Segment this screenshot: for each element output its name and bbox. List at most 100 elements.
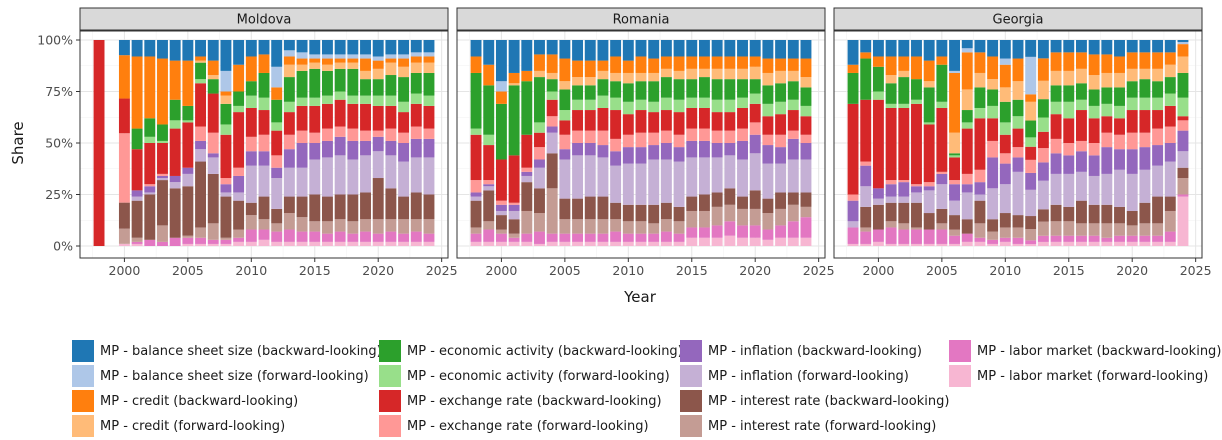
bar-segment	[787, 221, 799, 238]
bar-segment	[1063, 241, 1075, 246]
bar-segment	[648, 101, 660, 113]
bar-segment	[597, 196, 609, 220]
bar-segment	[635, 233, 647, 242]
bar-segment	[898, 103, 910, 108]
bar-segment	[711, 192, 723, 207]
bar-segment	[398, 112, 410, 133]
bar-segment	[321, 241, 333, 246]
stacked-bar	[711, 40, 723, 246]
bar-segment	[949, 243, 961, 246]
bar-segment	[131, 200, 143, 238]
bar-segment	[245, 40, 257, 57]
bar-segment	[1050, 204, 1062, 222]
bar-segment	[584, 196, 596, 220]
bar-segment	[207, 223, 219, 240]
bar-segment	[546, 116, 558, 127]
bar-segment	[1025, 137, 1037, 147]
bar-segment	[949, 157, 961, 181]
bar-segment	[974, 52, 986, 73]
bar-segment	[1114, 87, 1125, 106]
bar-segment	[885, 56, 897, 76]
bar-segment	[195, 161, 207, 228]
bar-segment	[296, 241, 308, 246]
bar-segment	[572, 110, 584, 131]
bar-segment	[572, 99, 584, 111]
bar-segment	[534, 70, 545, 78]
stacked-bar	[360, 40, 371, 246]
bar-segment	[622, 40, 634, 61]
legend-swatch	[72, 390, 94, 412]
bar-segment	[686, 196, 698, 211]
bar-segment	[749, 66, 761, 80]
bar-segment	[1101, 147, 1113, 174]
bar-segment	[1139, 241, 1151, 246]
x-tick-label: 2025	[803, 263, 835, 278]
bar-segment	[787, 204, 799, 222]
bar-segment	[673, 40, 685, 57]
bar-segment	[673, 221, 685, 234]
bar-segment	[749, 56, 761, 67]
bar-segment	[423, 62, 435, 73]
bar-segment	[987, 188, 999, 220]
bar-segment	[169, 128, 181, 176]
facet-strip	[79, 7, 449, 31]
stacked-bar	[271, 40, 283, 246]
stacked-bar	[195, 40, 207, 246]
bar-segment	[686, 157, 698, 197]
bar-segment	[787, 58, 799, 71]
bar-segment	[220, 40, 232, 71]
bar-segment	[787, 138, 799, 160]
bar-segment	[258, 54, 270, 73]
bar-segment	[847, 243, 859, 246]
bar-segment	[207, 75, 219, 80]
bar-segment	[283, 241, 295, 246]
bar-segment	[334, 219, 346, 232]
bar-segment	[245, 229, 257, 242]
bar-segment	[1126, 97, 1138, 111]
bar-segment	[410, 241, 422, 246]
bar-segment	[144, 239, 156, 246]
bar-segment	[347, 221, 359, 234]
bar-segment	[572, 77, 584, 86]
bar-segment	[1037, 117, 1049, 132]
stacked-bar	[559, 40, 571, 246]
bar-segment	[860, 58, 872, 100]
bar-segment	[534, 188, 545, 214]
bar-segment	[800, 159, 812, 193]
bar-segment	[483, 85, 495, 135]
y-tick-label: 75%	[45, 84, 73, 99]
bar-segment	[271, 223, 283, 232]
stacked-bar	[296, 40, 308, 246]
bar-segment	[597, 219, 609, 234]
bar-segment	[847, 221, 859, 228]
bar-segment	[495, 204, 507, 211]
bar-segment	[207, 239, 219, 244]
bar-segment	[737, 196, 748, 209]
bar-segment	[1101, 241, 1113, 246]
bar-segment	[1063, 52, 1075, 71]
legend-label: MP - balance sheet size (forward-looking…	[100, 368, 369, 384]
bar-segment	[258, 219, 270, 230]
facet-panel-moldova: Moldova 2000 2005 2010 2015 2020 2025	[79, 7, 458, 278]
bar-segment	[987, 243, 999, 246]
bar-segment	[787, 81, 799, 100]
bar-segment	[423, 233, 435, 242]
bar-segment	[660, 110, 672, 131]
bar-segment	[521, 210, 533, 234]
bar-segment	[118, 228, 130, 244]
stacked-bar	[923, 40, 935, 246]
bar-segment	[711, 143, 723, 158]
bar-segment	[1126, 40, 1138, 53]
bar-segment	[1075, 140, 1087, 152]
bar-segment	[220, 134, 232, 179]
bar-segment	[195, 126, 207, 141]
bar-segment	[987, 239, 999, 244]
bar-segment	[872, 99, 884, 189]
bar-segment	[245, 241, 257, 246]
bar-segment	[1139, 235, 1151, 242]
stacked-bar	[622, 40, 634, 246]
bar-segment	[118, 243, 130, 246]
bar-segment	[1139, 147, 1151, 170]
bar-segment	[309, 40, 321, 55]
bar-segment	[1152, 145, 1164, 166]
